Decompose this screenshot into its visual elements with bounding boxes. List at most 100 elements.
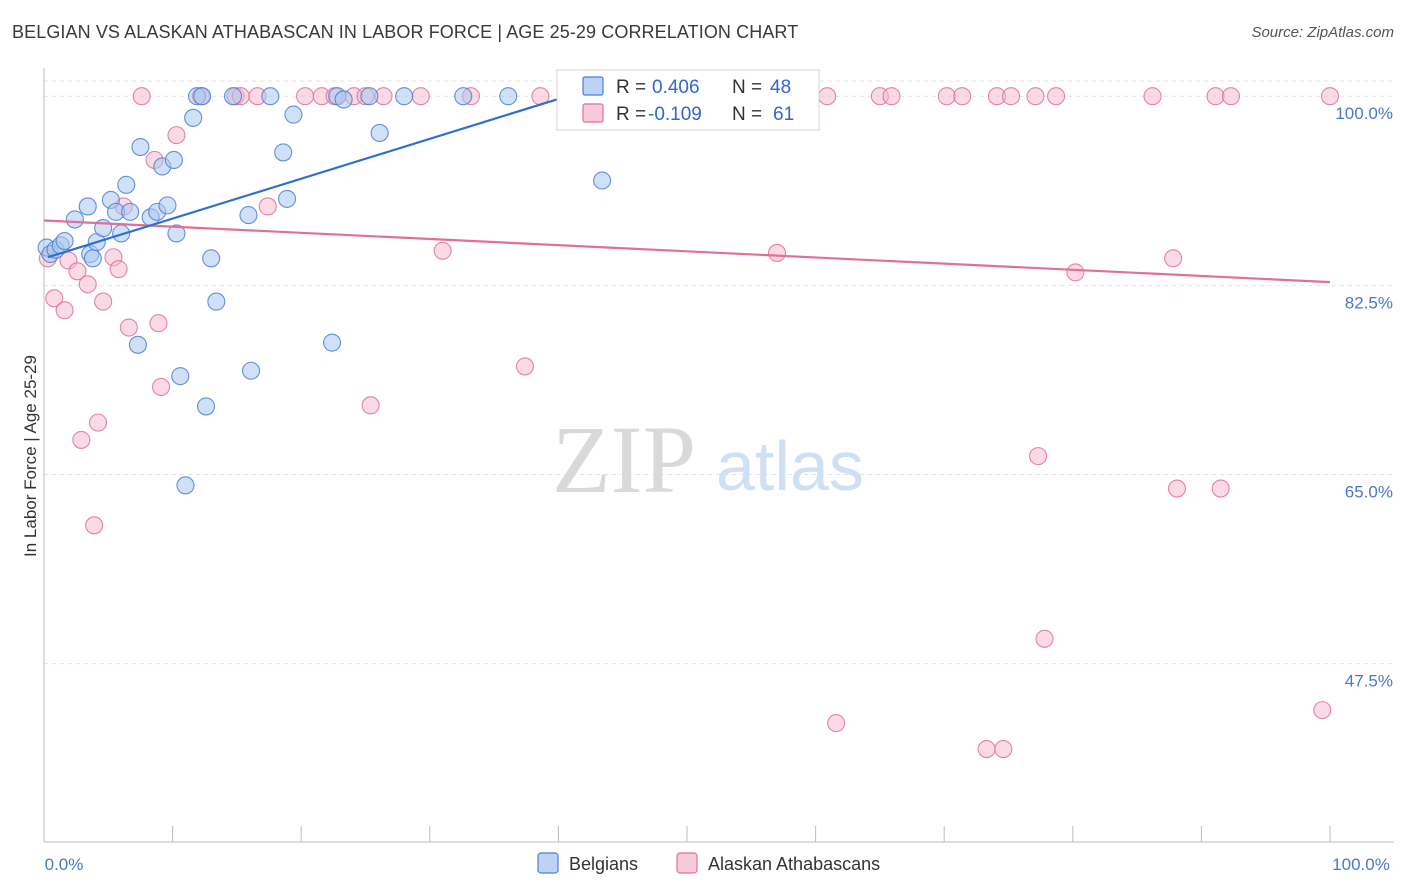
- alaskan-athabascan-point: [119, 318, 138, 337]
- trend-line-belgians: [47, 84, 603, 259]
- alaskan-athabascan-point: [132, 87, 151, 106]
- alaskan-athabascan-point: [953, 87, 972, 106]
- source-label: Source: ZipAtlas.com: [1251, 24, 1394, 41]
- alaskan-athabascan-point: [1221, 87, 1241, 106]
- alaskan-athabascan-point: [1313, 701, 1332, 720]
- alaskan-athabascan-point: [433, 241, 452, 260]
- legend-n-value-1: 48: [770, 77, 791, 98]
- alaskan-athabascan-point: [977, 739, 996, 759]
- belgian-point: [499, 87, 518, 106]
- belgian-point: [202, 249, 221, 268]
- belgian-point: [167, 224, 186, 243]
- belgian-point: [55, 231, 74, 251]
- trend-line-athabascans: [43, 219, 1331, 284]
- alaskan-athabascan-point: [296, 87, 315, 106]
- legend-r-label-2: R =: [616, 104, 646, 125]
- legend-n-label-1: N =: [732, 77, 762, 98]
- alaskan-athabascan-point: [85, 516, 104, 535]
- belgian-point: [223, 87, 243, 106]
- alaskan-athabascan-point: [994, 739, 1013, 759]
- belgian-point: [83, 249, 102, 268]
- belgian-point: [164, 150, 183, 170]
- x-tick-label-min: 0.0%: [45, 855, 84, 874]
- belgian-point: [395, 87, 414, 106]
- belgian-point: [593, 171, 612, 190]
- alaskan-athabascan-point: [827, 714, 846, 733]
- alaskan-athabascan-point: [55, 301, 74, 320]
- belgian-point: [261, 87, 280, 106]
- watermark: ZIP atlas: [552, 406, 864, 513]
- alaskan-athabascan-point: [937, 87, 956, 106]
- legend-n-value-2: 61: [773, 104, 794, 125]
- trend-lines: [43, 84, 1331, 284]
- alaskan-athabascan-point: [1320, 87, 1340, 106]
- alaskan-athabascan-point: [72, 430, 91, 449]
- alaskan-athabascan-point: [1211, 479, 1230, 498]
- alaskan-athabascan-point: [68, 262, 87, 281]
- axes: [43, 68, 1394, 843]
- belgian-point: [241, 361, 261, 380]
- belgian-point: [176, 476, 195, 495]
- belgian-point: [334, 90, 353, 109]
- belgian-point: [360, 87, 379, 106]
- alaskan-athabascan-point: [818, 87, 837, 106]
- alaskan-athabascan-point: [1026, 87, 1045, 106]
- belgian-point: [65, 210, 84, 229]
- chart-title: BELGIAN VS ALASKAN ATHABASCAN IN LABOR F…: [12, 22, 799, 42]
- alaskan-athabascan-point: [882, 87, 901, 106]
- belgian-point: [78, 197, 97, 216]
- correlation-legend: R = 0.406 N = 48 R = -0.109 N = 61: [556, 69, 820, 131]
- y-tick-label: 100.0%: [1335, 104, 1393, 123]
- alaskan-athabascan-point: [411, 87, 430, 106]
- belgian-point: [284, 105, 303, 124]
- bottom-legend-label-athabascans: Alaskan Athabascans: [708, 854, 880, 874]
- alaskan-athabascan-point: [515, 357, 535, 376]
- alaskan-athabascan-point: [1029, 447, 1048, 466]
- bottom-legend-swatch-belgians: [537, 852, 559, 874]
- bottom-legend-label-belgians: Belgians: [569, 854, 638, 874]
- alaskan-athabascan-point: [258, 197, 277, 216]
- belgian-point: [239, 206, 258, 225]
- alaskan-athabascan-point: [1164, 249, 1183, 268]
- belgian-point: [454, 87, 473, 106]
- belgian-point: [274, 143, 293, 162]
- alaskan-athabascan-point: [109, 260, 128, 279]
- alaskan-athabascan-point: [78, 275, 97, 294]
- alaskan-athabascan-point: [45, 289, 64, 308]
- watermark-atlas: atlas: [716, 427, 864, 505]
- belgian-point: [158, 196, 177, 215]
- y-tick-label: 47.5%: [1345, 672, 1393, 691]
- legend-r-label-1: R =: [616, 77, 646, 98]
- y-axis-title: In Labor Force | Age 25-29: [21, 355, 40, 557]
- alaskan-athabascan-point: [1035, 629, 1054, 648]
- watermark-zip: ZIP: [552, 406, 696, 513]
- belgian-point: [323, 333, 342, 352]
- alaskan-athabascan-point: [361, 396, 380, 415]
- x-ticks: [172, 826, 1331, 842]
- belgian-point: [184, 108, 203, 127]
- alaskan-athabascan-point: [94, 292, 113, 311]
- y-tick-label: 65.0%: [1345, 483, 1393, 502]
- alaskan-athabascan-point: [1143, 87, 1162, 106]
- alaskan-athabascan-point: [167, 126, 186, 145]
- alaskan-athabascan-point: [1002, 87, 1021, 106]
- x-tick-label-max: 100.0%: [1332, 855, 1390, 874]
- belgian-point: [117, 175, 136, 194]
- y-tick-label: 82.5%: [1345, 293, 1393, 312]
- alaskan-athabascan-point: [767, 243, 787, 262]
- belgian-point: [121, 202, 140, 221]
- alaskan-athabascan-point: [1047, 87, 1066, 106]
- alaskan-athabascan-point: [1066, 263, 1085, 282]
- belgian-point: [128, 335, 147, 354]
- bottom-legend: Belgians Alaskan Athabascans: [537, 852, 880, 874]
- alaskan-athabascan-point: [151, 377, 171, 397]
- legend-swatch-blue: [582, 76, 604, 96]
- bottom-legend-swatch-athabascans: [676, 852, 698, 874]
- y-tick-labels: 47.5% 65.0% 82.5% 100.0%: [1335, 104, 1393, 690]
- alaskan-athabascan-point: [149, 314, 168, 333]
- legend-n-label-2: N =: [732, 104, 762, 125]
- belgian-point: [193, 87, 212, 106]
- belgian-point: [278, 189, 297, 208]
- belgian-point: [370, 123, 389, 143]
